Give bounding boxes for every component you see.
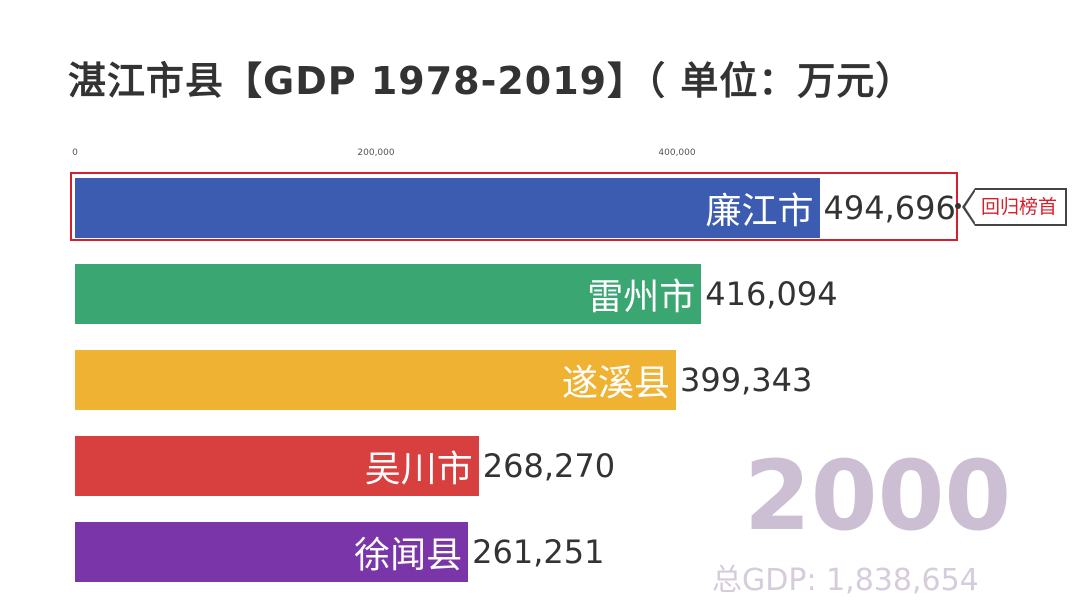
bar: 遂溪县: [75, 350, 676, 410]
x-tick-label: 0: [72, 148, 78, 158]
bar-value-label: 268,270: [482, 447, 616, 485]
bar: 廉江市: [75, 178, 820, 238]
bar-value-label: 261,251: [472, 533, 605, 571]
annotation-callout: 回归榜首: [961, 188, 1068, 226]
chart-title: 湛江市县【GDP 1978-2019】（ 单位：万元）: [68, 59, 915, 103]
bar-category-label: 徐闻县: [354, 535, 463, 576]
top-bar-highlight: [70, 172, 958, 241]
bar: 吴川市: [75, 436, 479, 496]
bar-value-label: 399,343: [680, 361, 813, 399]
bar-category-label: 雷州市: [587, 277, 696, 318]
bar: 雷州市: [75, 264, 702, 324]
bar-value-label: 494,696: [823, 189, 956, 227]
x-tick-label: 200,000: [357, 148, 395, 158]
bar-value-label: 416,094: [705, 275, 838, 313]
bar-category-label: 遂溪县: [561, 363, 670, 404]
x-tick-label: 400,000: [658, 148, 696, 158]
total-gdp-label: 总GDP: 1,838,654: [712, 563, 979, 598]
bar-category-label: 吴川市: [364, 449, 473, 490]
year-label: 2000: [744, 440, 1012, 552]
bar-category-label: 廉江市: [705, 191, 814, 232]
callout-dot: [955, 203, 961, 209]
bar: 徐闻县: [75, 522, 469, 582]
